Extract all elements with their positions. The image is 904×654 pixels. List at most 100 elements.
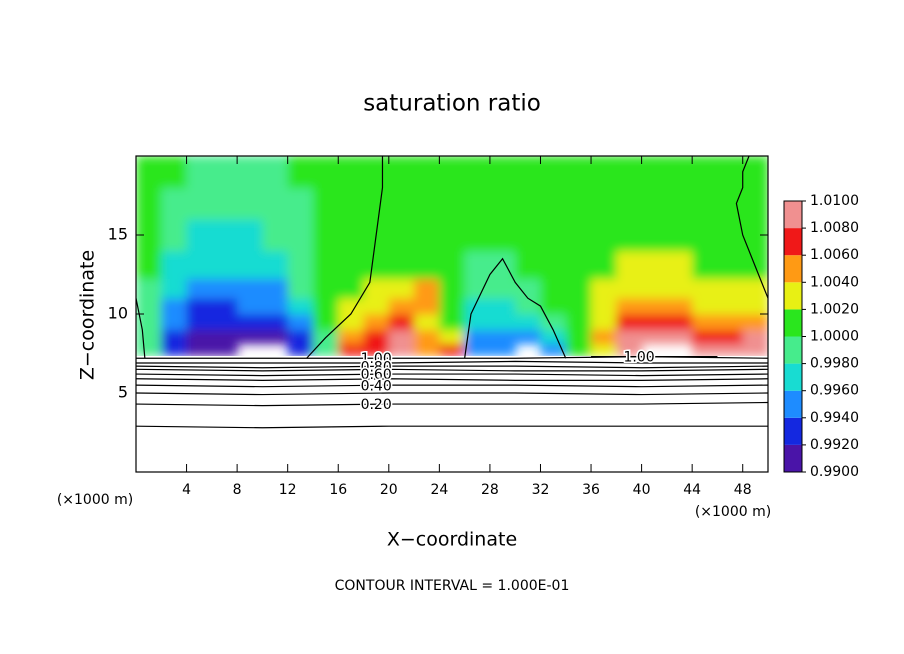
field-cell bbox=[540, 250, 567, 279]
field-cell bbox=[464, 219, 491, 252]
field-cell bbox=[363, 314, 390, 331]
field-cell bbox=[414, 278, 440, 299]
field-cell bbox=[287, 314, 314, 331]
x-tick-label: 44 bbox=[683, 482, 701, 498]
field-cell bbox=[717, 187, 744, 220]
footnote: CONTOUR INTERVAL = 1.000E-01 bbox=[335, 578, 570, 594]
field-cell bbox=[591, 250, 617, 279]
field-cell bbox=[692, 314, 718, 331]
field-cell bbox=[464, 187, 491, 220]
field-cell bbox=[591, 219, 617, 252]
field-cell bbox=[742, 298, 768, 315]
field-cell bbox=[388, 250, 415, 279]
field-cell bbox=[136, 314, 162, 331]
field-cell bbox=[186, 156, 213, 189]
contour-label: 0.80 bbox=[361, 359, 392, 375]
colorbar-band bbox=[784, 363, 802, 391]
field-cell bbox=[262, 298, 289, 315]
field-cell bbox=[439, 156, 466, 189]
field-cell bbox=[363, 156, 390, 189]
colorbar-band bbox=[784, 228, 802, 256]
field-cell bbox=[717, 298, 744, 315]
field-cell bbox=[540, 219, 567, 252]
field-cell bbox=[287, 343, 314, 356]
field-cell bbox=[439, 329, 466, 345]
colorbar-tick-label: 0.9960 bbox=[810, 383, 859, 399]
field-cell bbox=[338, 343, 365, 356]
field-cell bbox=[363, 187, 390, 220]
field-cells bbox=[136, 156, 768, 356]
field-cell bbox=[136, 250, 162, 279]
field-cell bbox=[515, 250, 541, 279]
contour-label: 0.40 bbox=[361, 378, 392, 394]
field-cell bbox=[742, 187, 768, 220]
field-cell bbox=[666, 250, 693, 279]
x-axis-label: X−coordinate bbox=[387, 529, 517, 551]
field-cell bbox=[616, 329, 643, 345]
field-cell bbox=[186, 250, 213, 279]
field-cell bbox=[742, 343, 768, 356]
field-cell bbox=[515, 329, 541, 345]
field-cell bbox=[666, 298, 693, 315]
field-cell bbox=[287, 298, 314, 315]
field-cell bbox=[489, 329, 516, 345]
field-cell bbox=[414, 298, 440, 315]
field-cell bbox=[692, 278, 718, 299]
field-cell bbox=[616, 298, 643, 315]
field-cell bbox=[287, 250, 314, 279]
field-cell bbox=[338, 219, 365, 252]
field-cell bbox=[161, 219, 188, 252]
field-cell bbox=[338, 314, 365, 331]
colorbar-tick-label: 1.0000 bbox=[810, 329, 859, 345]
field-cell bbox=[414, 343, 440, 356]
field-cell bbox=[565, 298, 592, 315]
field-cell bbox=[237, 298, 263, 315]
field-cell bbox=[439, 343, 466, 356]
field-cell bbox=[515, 156, 541, 189]
field-cell bbox=[591, 187, 617, 220]
x-tick-label: 8 bbox=[233, 482, 242, 498]
field-cell bbox=[591, 329, 617, 345]
field-cell bbox=[312, 219, 339, 252]
field-cell bbox=[312, 298, 339, 315]
field-cell bbox=[414, 187, 440, 220]
field-cell bbox=[565, 343, 592, 356]
field-cell bbox=[414, 219, 440, 252]
field-cell bbox=[287, 187, 314, 220]
y-tick-label: 15 bbox=[108, 225, 128, 244]
colorbar-band bbox=[784, 417, 802, 445]
field-cell bbox=[186, 298, 213, 315]
field-cell bbox=[666, 156, 693, 189]
field-cell bbox=[414, 314, 440, 331]
field-cell bbox=[565, 278, 592, 299]
field-cell bbox=[464, 314, 491, 331]
field-cell bbox=[692, 250, 718, 279]
field-cell bbox=[237, 329, 263, 345]
field-cell bbox=[237, 278, 263, 299]
field-cell bbox=[692, 298, 718, 315]
contour-line bbox=[136, 360, 768, 364]
field-cell bbox=[464, 329, 491, 345]
x-tick-label: 48 bbox=[734, 482, 752, 498]
field-cell bbox=[489, 219, 516, 252]
field-cell bbox=[414, 250, 440, 279]
field-cell bbox=[388, 156, 415, 189]
contour-line bbox=[136, 384, 768, 388]
field-cell bbox=[262, 278, 289, 299]
field bbox=[136, 156, 768, 356]
field-cell bbox=[565, 314, 592, 331]
contour-line bbox=[735, 156, 768, 299]
colorbar-tick-label: 0.9900 bbox=[810, 464, 859, 480]
contour-label: 0.60 bbox=[361, 367, 392, 383]
colorbar-band bbox=[784, 390, 802, 418]
field-cell bbox=[338, 187, 365, 220]
field-cell bbox=[489, 314, 516, 331]
field-cell bbox=[515, 278, 541, 299]
field-cell bbox=[515, 298, 541, 315]
field-cell bbox=[414, 329, 440, 345]
field-cell bbox=[717, 278, 744, 299]
field-cell bbox=[717, 314, 744, 331]
field-cell bbox=[136, 187, 162, 220]
contour-line bbox=[464, 257, 567, 359]
